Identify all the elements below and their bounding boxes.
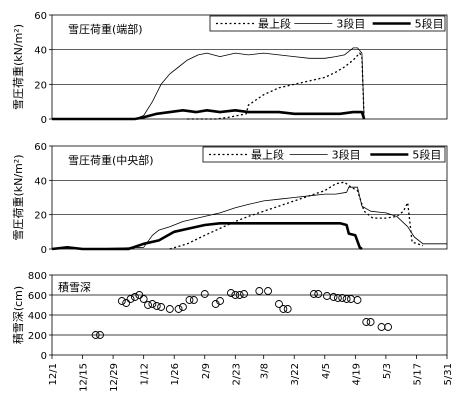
data-point [314, 290, 323, 298]
x-tick-label: 3/8 [260, 363, 271, 379]
series-line [51, 222, 363, 251]
plot-frame [51, 14, 448, 120]
data-point [240, 290, 248, 298]
x-tick-label: 12/15 [79, 363, 90, 392]
x-tick-label: 5/31 [443, 363, 454, 385]
x-tick-label: 2/23 [231, 363, 242, 385]
y-tick-label: 600 [28, 291, 47, 302]
x-tick-label: 5/3 [382, 363, 393, 379]
panel-title: 雪圧荷重(中央部) [68, 153, 154, 167]
y-tick-label: 40 [34, 46, 47, 57]
data-point [216, 297, 224, 305]
plot-frame [51, 145, 448, 250]
series-line [187, 52, 365, 120]
data-point [347, 295, 355, 303]
data-point [157, 303, 166, 311]
data-point [185, 296, 194, 304]
data-point [366, 318, 375, 326]
data-point [255, 287, 264, 295]
data-point [139, 295, 148, 303]
data-point [91, 331, 100, 339]
x-tick-label: 3/22 [290, 363, 301, 385]
data-point [283, 305, 292, 313]
data-point [174, 305, 183, 313]
data-point [200, 290, 209, 298]
legend-label: 最上段 [251, 148, 284, 162]
data-point [144, 301, 152, 309]
data-point [329, 293, 338, 301]
data-point [231, 291, 240, 299]
data-point [148, 300, 157, 308]
x-tick-label: 5/17 [412, 363, 423, 385]
data-point [279, 305, 288, 313]
data-point [353, 296, 362, 304]
legend-label: 5段目 [412, 148, 441, 162]
data-point [384, 323, 393, 331]
panel-title: 雪圧荷重(端部) [68, 22, 143, 36]
legend-label: 3段目 [332, 148, 361, 162]
y-tick-label: 20 [34, 211, 47, 222]
legend-label: 5段目 [415, 17, 444, 31]
series-line [52, 47, 365, 120]
data-point [264, 287, 272, 295]
data-point [323, 292, 331, 300]
y-tick-label: 400 [28, 311, 47, 322]
data-point [189, 296, 198, 304]
data-point [338, 294, 347, 302]
data-point [235, 291, 244, 299]
data-point [275, 300, 283, 308]
data-point [152, 302, 161, 310]
data-point [333, 294, 342, 302]
x-tick-label: 2/9 [201, 363, 212, 379]
y-tick-label: 20 [34, 80, 47, 91]
y-axis-label: 雪圧荷重(kN/m²) [11, 154, 25, 240]
legend-label: 最上段 [258, 17, 291, 31]
data-point [130, 293, 139, 301]
data-point [309, 290, 318, 298]
legend-label: 3段目 [336, 17, 365, 31]
data-point [362, 318, 371, 326]
series-line [169, 181, 424, 250]
data-point [342, 295, 351, 303]
y-tick-label: 0 [41, 351, 47, 362]
data-point [96, 331, 104, 339]
x-tick-label: 1/26 [170, 363, 181, 385]
data-point [165, 305, 174, 313]
y-tick-label: 800 [28, 271, 47, 282]
data-point [178, 303, 187, 311]
y-tick-label: 60 [34, 142, 47, 153]
data-point [227, 289, 235, 297]
series-line [52, 109, 366, 121]
x-tick-label: 12/1 [48, 363, 59, 385]
x-tick-label: 12/29 [109, 363, 120, 392]
data-point [126, 295, 135, 303]
data-point [377, 323, 386, 331]
y-tick-label: 0 [41, 115, 47, 126]
y-tick-label: 40 [34, 176, 47, 187]
y-tick-label: 60 [34, 11, 47, 22]
y-axis-label: 雪圧荷重(kN/m²) [11, 24, 25, 110]
y-tick-label: 200 [28, 331, 47, 342]
x-tick-label: 1/12 [140, 363, 151, 385]
y-tick-label: 0 [41, 245, 47, 256]
data-point [135, 291, 144, 299]
x-tick-label: 4/5 [321, 363, 332, 379]
y-axis-label: 積雪深(cm) [11, 286, 25, 344]
data-point [122, 299, 131, 307]
x-tick-label: 4/19 [351, 363, 362, 385]
data-point [117, 297, 126, 305]
series-line [51, 186, 447, 250]
panel-title: 積雪深 [58, 280, 91, 294]
